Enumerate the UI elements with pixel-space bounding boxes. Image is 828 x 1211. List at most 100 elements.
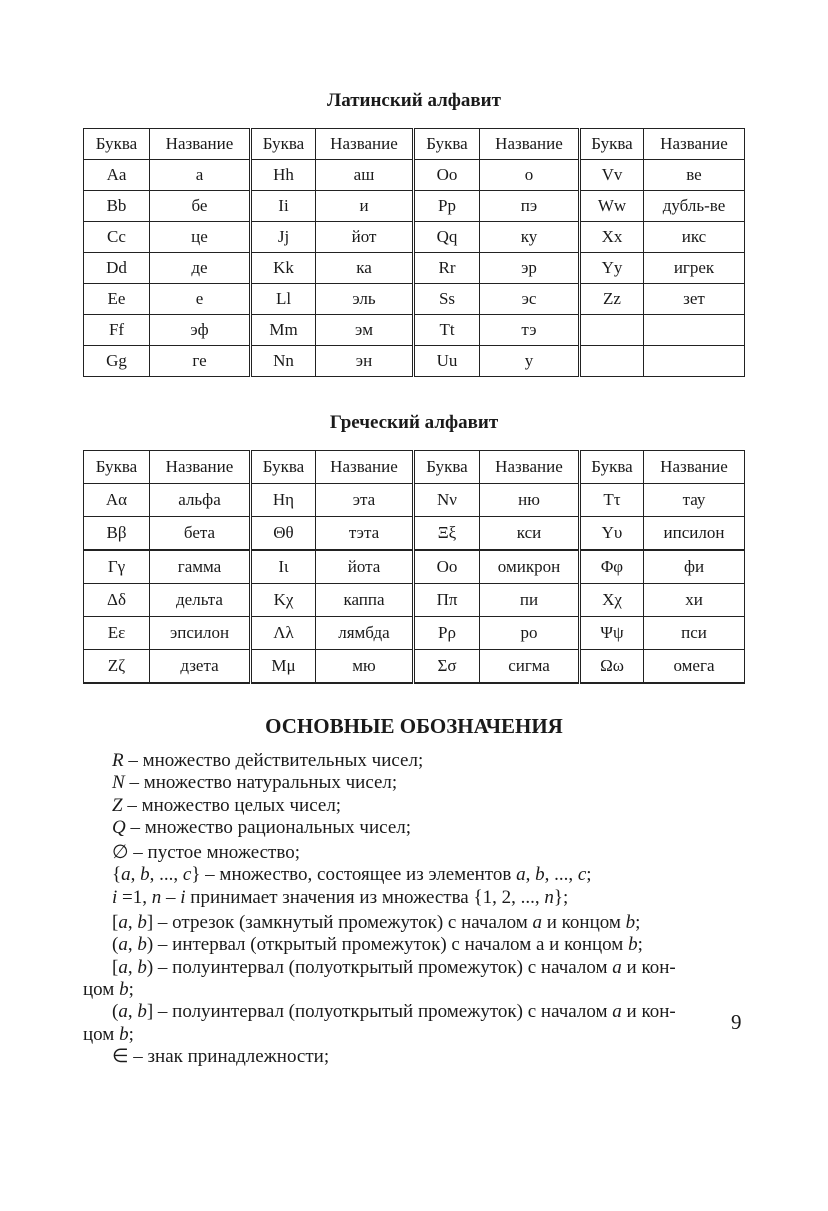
name-cell: ипсилон	[643, 516, 745, 551]
letter-cell: Εε	[83, 616, 150, 650]
letter-cell: Hh	[249, 159, 316, 191]
name-cell: Название	[149, 128, 251, 160]
math-symbol: i	[180, 886, 186, 908]
letter-cell: Δδ	[83, 583, 150, 617]
letter-cell: Ζζ	[83, 649, 150, 684]
name-cell: у	[479, 345, 580, 377]
math-symbol: b	[119, 1023, 129, 1045]
latin-alphabet-table: Буква Название Буква Название Буква Название Б…	[83, 128, 745, 377]
notation-text: ;	[586, 864, 592, 886]
notation-line: {a, b, ..., c} – множество, состоящее из…	[83, 864, 744, 886]
letter-cell: Μμ	[249, 649, 316, 684]
name-cell	[643, 345, 745, 377]
math-symbol: Q	[112, 816, 126, 838]
table-row: Ee е Ll эль Ss эс Zz зет	[83, 283, 745, 315]
notation-text: ,	[127, 956, 138, 978]
notation-text: и концом	[541, 912, 626, 934]
letter-cell: Σσ	[412, 649, 480, 684]
letter-cell: Xx	[578, 221, 644, 253]
notation-line: (a, b] – полуинтервал (полуоткрытый пром…	[83, 1001, 744, 1023]
letter-cell	[578, 345, 644, 377]
notation-text: цом	[83, 1023, 120, 1045]
math-symbol: c	[577, 864, 587, 886]
math-symbol: a	[118, 934, 128, 956]
letter-cell: Gg	[83, 345, 150, 377]
letter-cell: Ll	[249, 283, 316, 315]
math-symbol: a	[118, 956, 128, 978]
letter-cell: Ξξ	[412, 516, 480, 551]
letter-cell: Ωω	[578, 649, 644, 684]
name-cell: Название	[479, 450, 580, 484]
math-symbol: a	[118, 912, 128, 934]
letter-cell: Κχ	[249, 583, 316, 617]
notation-text: принимает значения из множества {1, 2, .…	[185, 886, 545, 908]
notation-text: ;	[128, 1023, 134, 1045]
letter-cell: Буква	[83, 450, 150, 484]
name-cell: а	[149, 159, 251, 191]
letter-cell: Χχ	[578, 583, 644, 617]
letter-cell: Nn	[249, 345, 316, 377]
letter-cell: Ii	[249, 190, 316, 222]
name-cell: ка	[315, 252, 414, 284]
notation-line: [a, b] – отрезок (замкнутый промежуток) …	[83, 912, 744, 934]
letter-cell: Ρρ	[412, 616, 480, 650]
page-number: 9	[731, 1010, 742, 1034]
letter-cell: Буква	[578, 128, 644, 160]
notation-text: и кон-	[621, 1001, 676, 1023]
notation-text: – множество рациональных чисел;	[125, 816, 412, 838]
notation-text: ;	[637, 934, 643, 956]
letter-cell: Kk	[249, 252, 316, 284]
math-symbol: c	[182, 864, 192, 886]
name-cell: бета	[149, 516, 251, 551]
notation-text: – множество действительных чисел;	[123, 750, 424, 771]
name-cell: Название	[479, 128, 580, 160]
notation-text: [	[112, 956, 119, 978]
letter-cell: Νν	[412, 483, 480, 517]
notation-text: , ...,	[149, 864, 183, 886]
letter-cell: Ππ	[412, 583, 480, 617]
letter-cell: Ββ	[83, 516, 150, 551]
name-cell: фи	[643, 549, 745, 584]
letter-cell	[578, 314, 644, 346]
notation-text: {	[112, 864, 122, 886]
name-cell: дзета	[149, 649, 251, 684]
name-cell: каппа	[315, 583, 414, 617]
notation-text: ,	[127, 934, 138, 956]
name-cell: эта	[315, 483, 414, 517]
notation-text: (	[112, 934, 119, 956]
math-symbol: a	[532, 912, 542, 934]
math-symbol: R	[112, 750, 124, 771]
letter-cell: Ss	[412, 283, 480, 315]
table-row: Gg ге Nn эн Uu у	[83, 345, 745, 377]
name-cell: йота	[315, 549, 414, 584]
notation-line: i =1, n – i принимает значения из множес…	[83, 887, 744, 909]
letter-cell: Φφ	[578, 549, 644, 584]
notation-text: ,	[127, 912, 138, 934]
name-cell: омега	[643, 649, 745, 684]
notation-text: };	[553, 886, 569, 908]
name-cell: дельта	[149, 583, 251, 617]
name-cell: бе	[149, 190, 251, 222]
math-symbol: i	[112, 886, 118, 908]
letter-cell: Αα	[83, 483, 150, 517]
notation-text: – множество целых чисел;	[122, 794, 342, 816]
math-symbol: b	[137, 956, 147, 978]
letter-cell: Ιι	[249, 549, 316, 584]
letter-cell: Οο	[412, 549, 480, 584]
math-symbol: n	[151, 886, 162, 908]
notation-line: ∅ – пустое множество;	[83, 842, 744, 864]
name-cell: эф	[149, 314, 251, 346]
name-cell: гамма	[149, 549, 251, 584]
name-cell: игрек	[643, 252, 745, 284]
name-cell: эн	[315, 345, 414, 377]
name-cell: сигма	[479, 649, 580, 684]
name-cell: эм	[315, 314, 414, 346]
letter-cell: Ψψ	[578, 616, 644, 650]
table-row: Γγ гамма Ιι йота Οο омикрон Φφ фи	[83, 549, 745, 584]
notation-line: цом b;	[83, 979, 744, 1001]
math-symbol: b	[535, 864, 545, 886]
notation-text: =1,	[117, 886, 152, 908]
name-cell: лямбда	[315, 616, 414, 650]
notations-list: R – множество действительных чисел; N – м…	[83, 750, 744, 1068]
math-symbol: b	[137, 912, 147, 934]
